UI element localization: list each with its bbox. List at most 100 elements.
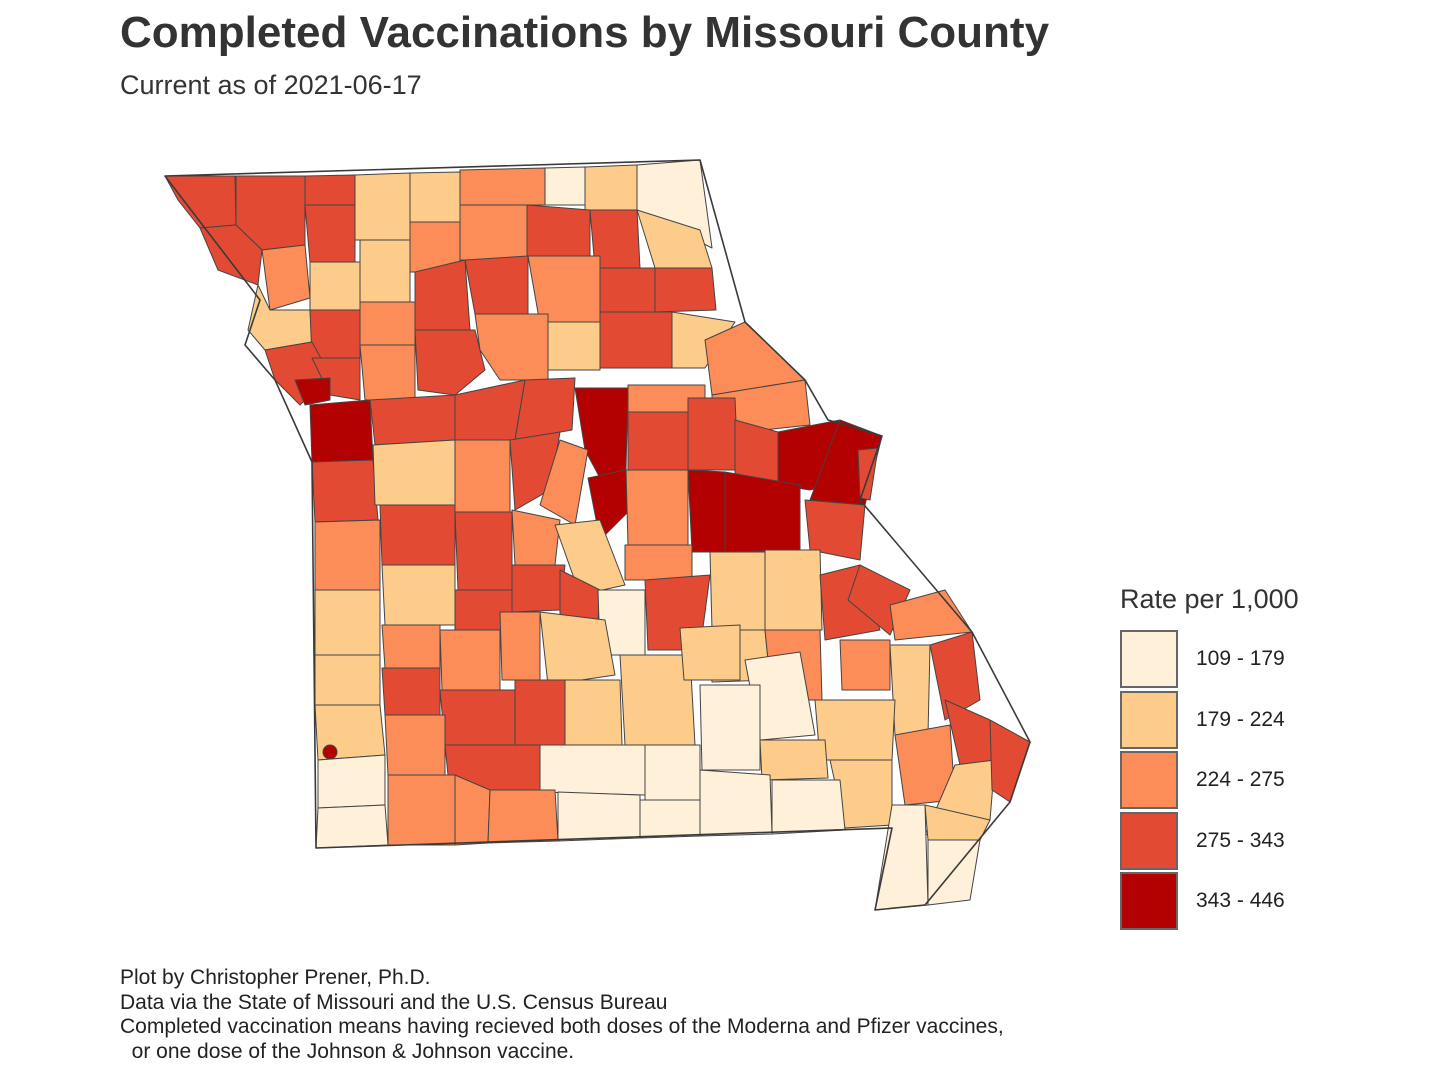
county-shape (459, 204, 528, 261)
county-shape (439, 629, 501, 691)
county-shape (599, 267, 656, 313)
county-shape (464, 255, 529, 315)
county-shape (889, 644, 931, 736)
county-shape (439, 689, 516, 746)
legend-label: 179 - 224 (1196, 707, 1285, 731)
county-shape (514, 377, 576, 441)
caption-line: Plot by Christopher Prener, Ph.D. (120, 966, 431, 989)
county-shape (294, 377, 331, 406)
legend-item: 275 - 343 (1120, 811, 1350, 872)
county-shape (699, 769, 773, 837)
county-shape (687, 469, 726, 553)
county-shape (771, 779, 846, 835)
county-shape (544, 166, 586, 206)
county-shape (414, 259, 471, 331)
county-shape (309, 399, 374, 463)
county-shape (636, 159, 713, 249)
county-shape (644, 744, 701, 801)
county-shape (759, 739, 829, 781)
legend-swatch (1120, 811, 1178, 870)
legend-swatch (1120, 690, 1178, 749)
county-shape (379, 504, 456, 566)
county-shape (687, 397, 739, 471)
county-shape (539, 611, 616, 686)
county-shape (317, 754, 386, 809)
map-subtitle: Current as of 2021-06-17 (120, 70, 422, 100)
county-shape (624, 544, 693, 581)
county-shape (314, 519, 381, 591)
county-shape (359, 301, 416, 346)
county-shape (627, 411, 689, 471)
county-shape (599, 311, 673, 369)
legend-label: 275 - 343 (1196, 828, 1285, 852)
county-layer (164, 159, 1031, 911)
legend-swatch (1120, 872, 1178, 931)
county-shape (454, 511, 513, 591)
county-shape (564, 679, 623, 746)
county-shape (354, 172, 411, 241)
county-shape (671, 311, 736, 369)
county-shape (261, 244, 311, 311)
county-shape (384, 714, 446, 776)
county-shape (679, 624, 741, 681)
county-shape (359, 239, 411, 303)
county-shape (309, 261, 361, 311)
caption-line: Completed vaccination means having recie… (120, 1015, 1004, 1038)
legend-title: Rate per 1,000 (1120, 584, 1299, 614)
map-title: Completed Vaccinations by Missouri Count… (120, 8, 1050, 57)
county-shape (381, 624, 441, 669)
county-shape (304, 204, 356, 263)
county-shape (309, 309, 361, 359)
county-shape (459, 167, 546, 206)
county-shape (511, 509, 561, 566)
caption-line: or one dose of the Johnson & Johnson vac… (120, 1039, 575, 1063)
caption-line: Data via the State of Missouri and the U… (120, 990, 668, 1014)
county-shape (557, 791, 641, 842)
county-shape (454, 379, 526, 441)
county-shape (764, 549, 823, 631)
county-shape (724, 471, 801, 553)
county-shape (927, 839, 981, 906)
county-shape (311, 459, 379, 523)
county-shape (804, 499, 866, 561)
city-enclave-shape (322, 744, 338, 760)
county-shape (454, 439, 511, 513)
county-shape (839, 639, 891, 691)
county-shape (315, 804, 389, 849)
county-shape (654, 267, 717, 313)
county-shape (511, 564, 566, 613)
legend-item: 343 - 446 (1120, 871, 1350, 932)
county-shape (474, 313, 549, 381)
county-shape (584, 164, 638, 211)
county-shape (164, 175, 237, 229)
legend-swatch (1120, 630, 1178, 689)
county-shape (526, 204, 591, 257)
county-shape (414, 329, 486, 396)
county-shape (547, 321, 601, 371)
legend-label: 224 - 275 (1196, 768, 1285, 792)
legend-swatch (1120, 751, 1178, 810)
county-shape (499, 611, 541, 681)
legend-item: 179 - 224 (1120, 690, 1350, 751)
county-shape (929, 631, 981, 721)
legend-label: 109 - 179 (1196, 647, 1285, 671)
county-shape (304, 174, 356, 206)
legend-item: 224 - 275 (1120, 750, 1350, 811)
county-shape (314, 654, 381, 706)
state-outline (164, 159, 1031, 911)
county-shape (369, 394, 456, 446)
county-shape (381, 667, 441, 716)
county-shape (709, 551, 766, 631)
county-shape (409, 171, 461, 223)
county-shape (814, 699, 896, 761)
county-shape (639, 799, 701, 839)
county-shape (554, 519, 626, 596)
county-shape (487, 789, 559, 844)
legend-label: 343 - 446 (1196, 889, 1285, 913)
county-shape (359, 344, 416, 401)
county-shape (539, 744, 646, 796)
county-shape (387, 774, 456, 846)
county-shape (514, 679, 566, 746)
county-shape (381, 564, 456, 626)
